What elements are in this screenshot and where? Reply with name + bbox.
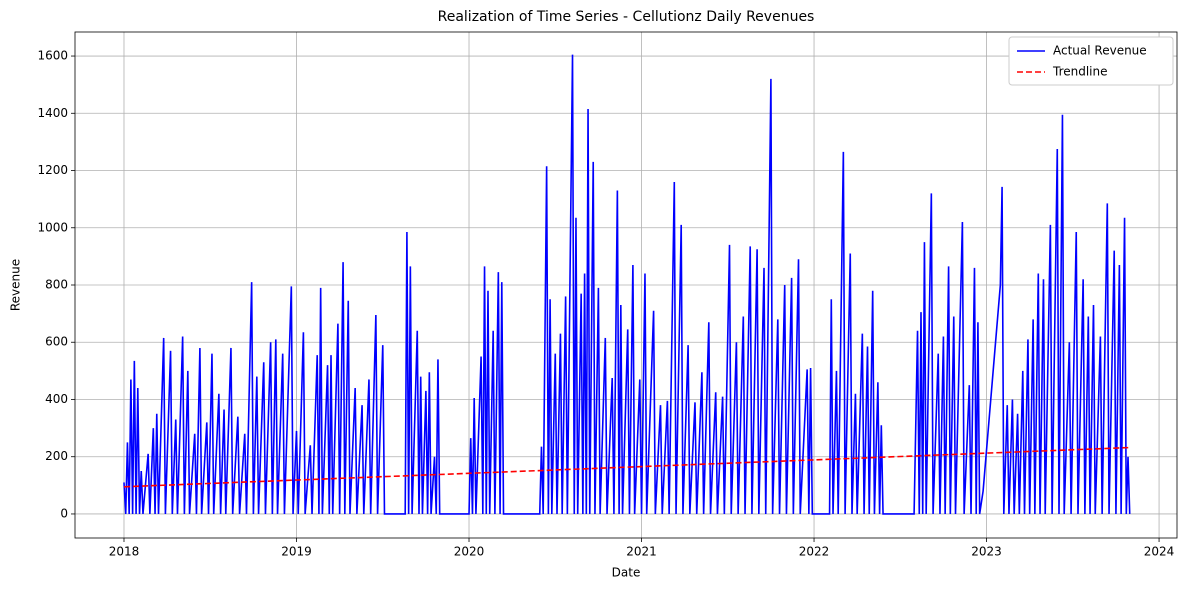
grid: [75, 32, 1177, 538]
legend-label: Trendline: [1052, 65, 1108, 79]
legend: Actual Revenue Trendline: [1008, 36, 1174, 86]
x-tick-label: 2018: [109, 545, 140, 559]
ticks: 0 200 400 600 800 1000 1200 1400 1600 2018 2019 202…: [37, 49, 1174, 559]
y-axis-label: Revenue: [9, 259, 23, 311]
y-tick-label: 800: [45, 278, 68, 292]
plot-area: [123, 54, 1131, 515]
series-line: [123, 54, 1131, 515]
y-tick-label: 1200: [37, 163, 68, 177]
x-tick-label: 2024: [1144, 545, 1175, 559]
y-tick-label: 1400: [37, 106, 68, 120]
x-tick-label: 2019: [281, 545, 312, 559]
series-line: [123, 446, 1130, 488]
x-axis-label: Date: [612, 566, 641, 580]
x-tick-label: 2020: [454, 545, 485, 559]
y-tick-label: 1000: [37, 220, 68, 234]
legend-box: [1008, 36, 1174, 86]
y-tick-label: 600: [45, 335, 68, 349]
x-tick-label: 2022: [799, 545, 830, 559]
y-tick-label: 200: [45, 449, 68, 463]
y-tick-label: 0: [60, 506, 68, 520]
x-tick-label: 2023: [971, 545, 1002, 559]
chart-title: Realization of Time Series - Cellutionz …: [438, 9, 815, 25]
y-tick-label: 1600: [37, 49, 68, 63]
x-tick-label: 2021: [626, 545, 657, 559]
y-tick-label: 400: [45, 392, 68, 406]
legend-label: Actual Revenue: [1053, 44, 1147, 58]
